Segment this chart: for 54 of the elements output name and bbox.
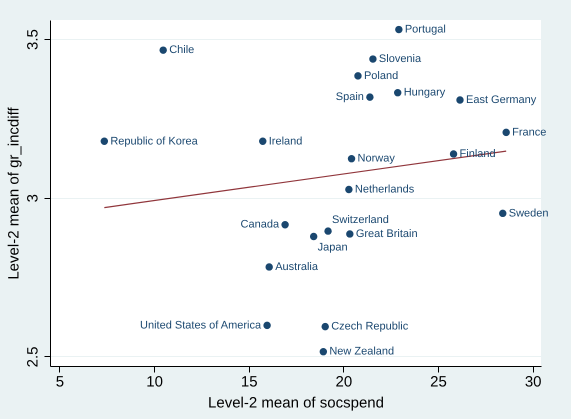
- annotation: Netherlands: [354, 184, 415, 196]
- y-tick-label: 2.5: [24, 346, 42, 368]
- point: [281, 221, 289, 228]
- x-tick-label: 25: [430, 374, 447, 390]
- point: [369, 55, 377, 63]
- point: [346, 230, 354, 238]
- y-tick-label: 3: [24, 194, 42, 202]
- point: [322, 322, 329, 330]
- point: [395, 26, 403, 34]
- point: [450, 150, 458, 158]
- annotation: United States of America: [140, 319, 262, 332]
- point: [366, 93, 374, 101]
- annotation: France: [512, 126, 546, 138]
- y-axis-title: Level-2 mean of gr_incdiff: [6, 106, 22, 280]
- point: [394, 88, 402, 96]
- point: [499, 210, 506, 218]
- x-tick-label: 15: [240, 374, 258, 390]
- point: [100, 138, 108, 145]
- point: [263, 322, 271, 330]
- annotation: Canada: [240, 218, 280, 231]
- annotation: Ireland: [268, 135, 302, 148]
- annotation: Sweden: [508, 207, 549, 220]
- annotation: Japan: [318, 241, 348, 254]
- point: [159, 46, 167, 54]
- annotation: Chile: [169, 44, 194, 56]
- x-tick-label: 20: [336, 374, 352, 390]
- annotation: Norway: [358, 152, 396, 165]
- x-tick-label: 30: [524, 374, 542, 390]
- point: [354, 72, 362, 80]
- annotation: Spain: [336, 91, 364, 104]
- x-axis-title: Level-2 mean of socspend: [208, 394, 384, 412]
- annotation: Poland: [364, 70, 398, 82]
- annotation: Great Britain: [356, 228, 418, 240]
- annotation: Slovenia: [378, 53, 422, 66]
- point: [310, 232, 318, 240]
- point: [502, 128, 510, 136]
- y-tick-label: 3.5: [24, 29, 42, 50]
- point: [348, 155, 356, 162]
- annotation: Portugal: [404, 24, 446, 36]
- x-tick-label: 10: [146, 374, 163, 390]
- point: [265, 263, 273, 271]
- annotation: Czech Republic: [331, 320, 409, 333]
- annotation: Australia: [275, 260, 319, 273]
- point: [259, 138, 266, 145]
- annotation: Hungary: [404, 86, 446, 99]
- point: [456, 96, 464, 104]
- x-tick-label: 5: [56, 374, 64, 390]
- annotation: New Zealand: [329, 346, 394, 358]
- point: [320, 348, 328, 356]
- point: [324, 227, 332, 235]
- annotation: Republic of Korea: [110, 135, 199, 148]
- point: [345, 186, 353, 194]
- annotation: East Germany: [466, 94, 537, 106]
- annotation: Switzerland: [332, 214, 389, 226]
